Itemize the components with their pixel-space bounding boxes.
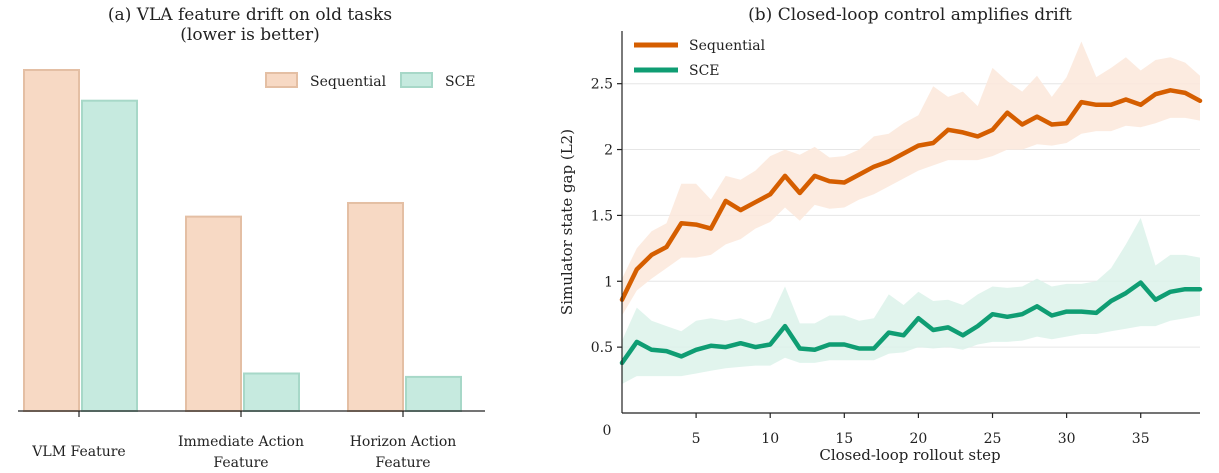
bar-category-label-line2: Feature xyxy=(375,455,430,471)
x-tick-label: 25 xyxy=(984,431,1002,447)
line-sequential xyxy=(619,88,1203,302)
y-tick-label: 2 xyxy=(604,143,613,159)
x-tick-label: 30 xyxy=(1058,431,1076,447)
y-tick-label: 1 xyxy=(604,274,613,290)
bar-sce-2 xyxy=(405,375,462,412)
bar-category-label: Horizon Action xyxy=(350,434,457,450)
line-chart-panel: (b) Closed-loop control amplifies drift … xyxy=(558,5,1203,464)
bar-sce-0 xyxy=(81,99,138,412)
legend-label-sce: SCE xyxy=(445,74,476,90)
line-x-ticks: 5 10 15 20 25 30 35 xyxy=(692,413,1150,447)
bar-group xyxy=(23,69,462,412)
legend-label-sequential: Sequential xyxy=(689,38,766,54)
band-sce xyxy=(622,218,1200,384)
bar-sequential-2 xyxy=(347,201,404,412)
legend-label-sequential: Sequential xyxy=(310,74,387,90)
bar-chart-panel: (a) VLA feature drift on old tasks (lowe… xyxy=(18,5,485,471)
bar-chart-subtitle: (lower is better) xyxy=(180,25,319,45)
bar-sequential-1 xyxy=(185,215,242,412)
band-sequential xyxy=(622,41,1200,316)
bar-category-label: Immediate Action xyxy=(178,434,304,450)
y-tick-label: 0.5 xyxy=(591,340,613,356)
x-tick-label: 10 xyxy=(761,431,779,447)
bar-legend: Sequential SCE xyxy=(265,72,476,90)
bar-sequential-0 xyxy=(23,69,80,412)
legend-swatch-sequential xyxy=(265,72,298,88)
bar-category-label-line2: Feature xyxy=(213,455,268,471)
bar-sce-1 xyxy=(243,372,300,412)
line-y-ticks: 0.5 1 1.5 2 2.5 xyxy=(591,77,622,356)
x-tick-label: 35 xyxy=(1132,431,1150,447)
bar-x-ticks: VLM Feature Immediate Action Feature Horizo… xyxy=(31,411,456,471)
y-origin-label: 0 xyxy=(603,423,612,439)
bar-chart-title: (a) VLA feature drift on old tasks xyxy=(108,5,392,25)
series-lines xyxy=(619,88,1203,366)
line-legend: Sequential SCE xyxy=(634,38,766,79)
x-tick-label: 15 xyxy=(835,431,853,447)
x-tick-label: 5 xyxy=(692,431,701,447)
confidence-bands xyxy=(622,41,1200,384)
line-chart-title: (b) Closed-loop control amplifies drift xyxy=(748,5,1072,25)
y-tick-label: 2.5 xyxy=(591,77,613,93)
x-axis-label: Closed-loop rollout step xyxy=(819,446,1000,464)
legend-swatch-sce xyxy=(400,72,433,88)
bar-category-label: VLM Feature xyxy=(31,444,125,460)
x-tick-label: 20 xyxy=(909,431,927,447)
y-tick-label: 1.5 xyxy=(591,208,613,224)
line-sce xyxy=(619,280,1203,366)
y-axis-label: Simulator state gap (L2) xyxy=(558,129,576,315)
legend-label-sce: SCE xyxy=(689,63,720,79)
